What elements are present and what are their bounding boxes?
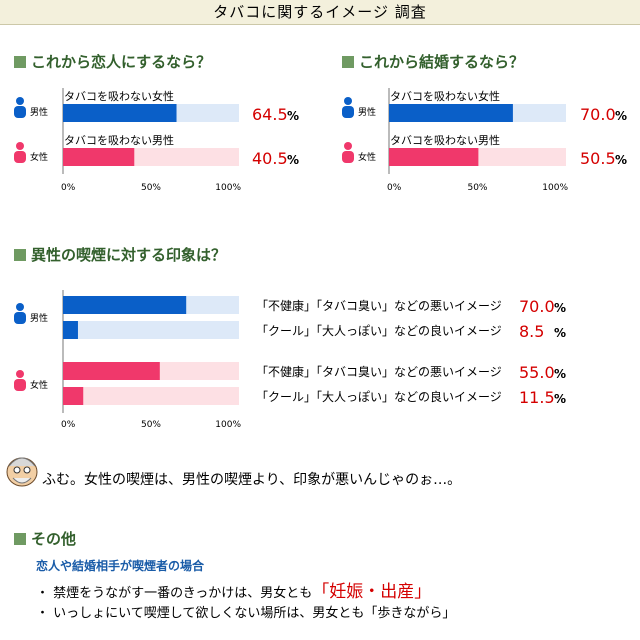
data-label: 70.0 xyxy=(580,105,616,124)
group-label: 男性 xyxy=(358,106,376,118)
section-heading-text: 異性の喫煙に対する印象は？ xyxy=(31,246,227,264)
section-square-icon xyxy=(342,56,354,68)
bullet-prefix: ・ いっしょにいて喫煙して欲しくない場所は、男女とも「歩きながら」 xyxy=(36,606,456,621)
section-heading-impression: 異性の喫煙に対する印象は？ xyxy=(14,244,226,265)
bar-label: タバコを吸わない男性 xyxy=(390,133,500,147)
bar xyxy=(63,362,160,380)
tick-label: 0% xyxy=(61,420,76,430)
female-icon-head xyxy=(16,370,24,378)
female-icon-body xyxy=(342,151,354,163)
bar-label: タバコを吸わない女性 xyxy=(64,89,174,103)
section-heading-other: その他 xyxy=(14,528,76,549)
bar-label: 「クール」「大人っぽい」などの良いイメージ xyxy=(256,389,502,404)
section-heading-text: これから恋人にするなら？ xyxy=(31,53,212,71)
bar xyxy=(389,148,479,166)
bar-label: 「クール」「大人っぽい」などの良いイメージ xyxy=(256,323,502,338)
tick-label: 50% xyxy=(467,183,487,193)
other-subheading: 恋人や結婚相手が喫煙者の場合 xyxy=(36,559,205,573)
data-label-unit: % xyxy=(554,301,566,315)
comment-text: ふむ。女性の喫煙は、男性の喫煙より、印象が悪いんじゃのぉ…。 xyxy=(42,472,462,488)
section-heading-lover: これから恋人にするなら？ xyxy=(14,51,211,72)
male-icon-body xyxy=(342,106,354,118)
male-icon-head xyxy=(16,303,24,311)
bullet-highlight: 「妊娠・出産」 xyxy=(312,582,432,602)
section-square-icon xyxy=(14,533,26,545)
tick-label: 50% xyxy=(141,183,161,193)
tick-label: 50% xyxy=(141,420,161,430)
data-label-unit: % xyxy=(615,153,627,167)
data-label: 50.5 xyxy=(580,149,616,168)
bar-label: タバコを吸わない男性 xyxy=(64,133,174,147)
female-icon-head xyxy=(16,142,24,150)
bar xyxy=(63,104,177,122)
data-label-unit: % xyxy=(287,109,299,123)
section-heading-text: その他 xyxy=(31,530,77,548)
tick-label: 100% xyxy=(215,183,241,193)
data-label: 55.0 xyxy=(519,363,555,382)
bar-background xyxy=(63,387,239,405)
female-icon-body xyxy=(14,151,26,163)
tick-label: 0% xyxy=(61,183,76,193)
group-label: 男性 xyxy=(30,312,48,324)
data-label: 11.5 xyxy=(519,388,555,407)
page-title: タバコに関するイメージ 調査 xyxy=(0,0,640,25)
data-label: 64.5 xyxy=(252,105,288,124)
male-icon-head xyxy=(344,97,352,105)
section-heading-text: これから結婚するなら？ xyxy=(359,53,525,71)
data-label-unit: % xyxy=(554,367,566,381)
bullet-item: ・ いっしょにいて喫煙して欲しくない場所は、男女とも「歩きながら」 xyxy=(36,602,455,621)
bar-label: 「不健康」「タバコ臭い」などの悪いイメージ xyxy=(256,298,502,313)
male-icon-head xyxy=(16,97,24,105)
tick-label: 100% xyxy=(542,183,568,193)
bar-label: 「不健康」「タバコ臭い」などの悪いイメージ xyxy=(256,364,502,379)
bar-label: タバコを吸わない女性 xyxy=(390,89,500,103)
group-label: 男性 xyxy=(30,106,48,118)
data-label-unit: % xyxy=(554,392,566,406)
data-label-unit: % xyxy=(287,153,299,167)
bar xyxy=(63,387,84,405)
tick-label: 100% xyxy=(215,420,241,430)
section-square-icon xyxy=(14,56,26,68)
group-label: 女性 xyxy=(30,379,48,391)
bullet-item: ・ 禁煙をうながす一番のきっかけは、男女とも「妊娠・出産」 xyxy=(36,577,431,602)
data-label: 40.5 xyxy=(252,149,288,168)
group-label: 女性 xyxy=(358,151,376,163)
bar xyxy=(63,148,135,166)
female-icon-head xyxy=(344,142,352,150)
bullet-prefix: ・ 禁煙をうながす一番のきっかけは、男女とも xyxy=(36,586,313,601)
bar xyxy=(63,296,187,314)
female-icon-body xyxy=(14,379,26,391)
section-heading-marriage: これから結婚するなら？ xyxy=(342,51,524,72)
bar xyxy=(63,321,78,339)
data-label-unit: % xyxy=(615,109,627,123)
data-label-unit: % xyxy=(554,326,566,340)
group-label: 女性 xyxy=(30,151,48,163)
bar-background xyxy=(63,321,239,339)
data-label: 70.0 xyxy=(519,297,555,316)
data-label: 8.5 xyxy=(519,322,544,341)
section-square-icon xyxy=(14,249,26,261)
male-icon-body xyxy=(14,106,26,118)
bar xyxy=(389,104,513,122)
male-icon-body xyxy=(14,312,26,324)
tick-label: 0% xyxy=(387,183,402,193)
